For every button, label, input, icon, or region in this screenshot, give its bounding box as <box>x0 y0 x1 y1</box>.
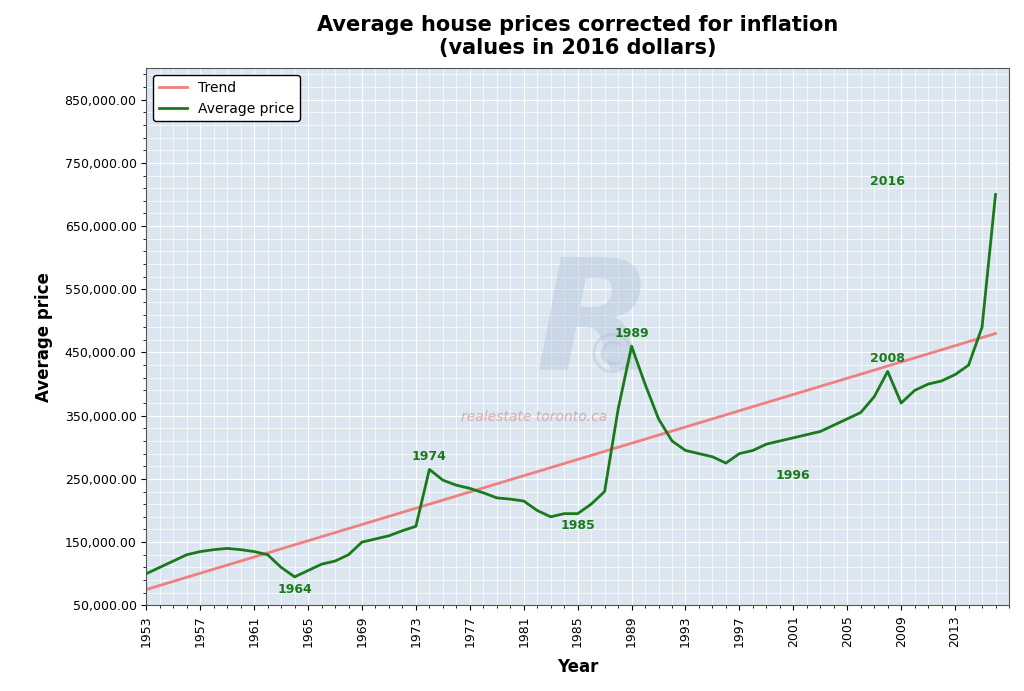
X-axis label: Year: Year <box>557 658 598 676</box>
Average price <box>504 495 516 503</box>
Text: 2016: 2016 <box>870 175 905 188</box>
Text: 1989: 1989 <box>614 327 649 340</box>
Average price <box>140 569 153 578</box>
Average price <box>289 573 301 581</box>
Text: ©: © <box>585 331 640 385</box>
Text: 1985: 1985 <box>560 520 595 533</box>
Text: 2008: 2008 <box>870 352 905 365</box>
Average price <box>693 449 706 457</box>
Average price <box>248 547 260 556</box>
Text: 1964: 1964 <box>278 583 312 596</box>
Text: 1974: 1974 <box>412 450 446 463</box>
Y-axis label: Average price: Average price <box>36 272 53 401</box>
Average price <box>571 509 584 518</box>
Line: Average price: Average price <box>146 194 995 577</box>
Title: Average house prices corrected for inflation
(values in 2016 dollars): Average house prices corrected for infla… <box>317 15 839 58</box>
Average price <box>626 342 638 350</box>
Text: realestate toronto.ca: realestate toronto.ca <box>462 410 607 424</box>
Legend: Trend, Average price: Trend, Average price <box>154 75 299 121</box>
Average price <box>707 453 719 461</box>
Text: 1996: 1996 <box>776 469 811 482</box>
Text: R: R <box>537 252 653 401</box>
Average price <box>989 190 1001 198</box>
